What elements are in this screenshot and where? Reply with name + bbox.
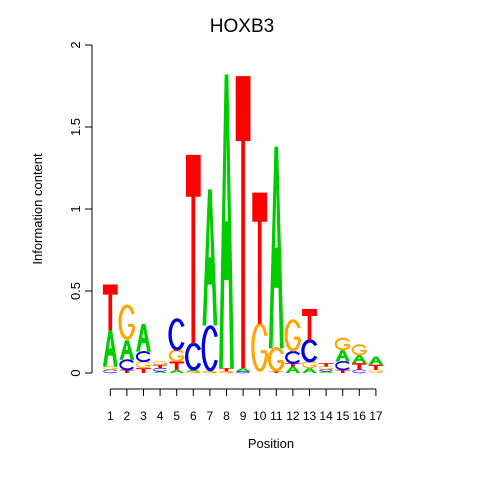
logo-letter-g: [203, 371, 217, 373]
logo-letter-a: [368, 356, 384, 365]
logo-letter-g: [103, 366, 117, 369]
logo-letter-t: [136, 368, 151, 373]
logo-letter-c: [319, 370, 332, 372]
logo-letter-g: [269, 349, 283, 370]
logo-letter-a: [351, 354, 367, 364]
logo-letter-c: [104, 370, 117, 373]
logo-letter-a: [102, 330, 118, 367]
x-tick-label: 15: [336, 409, 350, 423]
logo-letter-a: [285, 366, 301, 373]
logo-letter-c: [137, 352, 150, 361]
logo-letter-t: [119, 369, 135, 373]
logo-letter-t: [152, 364, 168, 369]
x-tick-label: 5: [173, 409, 180, 423]
logo-letter-t: [185, 154, 201, 344]
x-tick-label: 11: [270, 409, 283, 423]
logo-letter-t: [351, 363, 367, 370]
logo-letter-a: [268, 146, 284, 349]
logo-letter-t: [102, 284, 118, 331]
logo-letter-g: [220, 371, 234, 373]
logo-letter-g: [369, 370, 383, 373]
y-tick-label: 2: [68, 41, 83, 48]
y-tick-label: 0: [68, 369, 83, 376]
logo-letter-a: [219, 74, 234, 369]
logo-letter-g: [286, 321, 300, 350]
logo-letter-c: [120, 360, 133, 369]
logo-letter-c: [187, 344, 200, 368]
x-tick-label: 10: [253, 409, 267, 423]
logo-letter-c: [353, 370, 366, 373]
x-tick-label: 8: [223, 409, 230, 423]
logo-letter-g: [170, 350, 184, 361]
x-tick-label: 7: [207, 409, 214, 423]
logo-letter-t: [318, 363, 334, 367]
logo-letter-a: [302, 368, 317, 373]
x-axis-label: Position: [248, 436, 294, 451]
x-tick-label: 9: [240, 409, 247, 423]
logo-letter-g: [253, 324, 267, 370]
logo-letter-t: [252, 192, 268, 324]
logo-letter-a: [202, 189, 218, 326]
logo-letter-g: [120, 306, 134, 338]
x-tick-label: 1: [107, 409, 114, 423]
logo-letter-a: [335, 350, 351, 362]
logo-letter-t: [302, 309, 317, 341]
logo-letter-a: [119, 340, 135, 360]
x-tick-label: 3: [140, 409, 147, 423]
logo-letter-t: [169, 361, 185, 370]
x-tick-label: 17: [369, 409, 383, 423]
logo-letter-g: [303, 362, 317, 368]
logo-letter-c: [153, 368, 166, 371]
x-tick-label: 14: [319, 409, 333, 423]
x-tick-label: 4: [157, 409, 164, 423]
logo-letter-a: [169, 369, 185, 373]
logo-letters: [102, 74, 384, 373]
logo-letter-g: [153, 362, 167, 365]
x-tick-label: 16: [353, 409, 367, 423]
logo-letter-t: [268, 371, 284, 373]
y-axis-label: Information content: [30, 153, 45, 265]
logo-letter-t: [335, 369, 351, 373]
y-axis: 0 0.5 1 1.5 2: [68, 41, 93, 377]
y-tick-label: 0.5: [68, 282, 83, 300]
logo-letter-c: [203, 327, 216, 370]
y-tick-label: 1: [68, 205, 83, 212]
logo-letter-g: [352, 345, 366, 354]
logo-letter-g: [336, 339, 350, 350]
x-tick-label: 6: [190, 409, 197, 423]
logo-letter-g: [319, 366, 333, 369]
x-tick-label: 13: [303, 409, 317, 423]
logo-letter-t: [235, 76, 251, 369]
x-axis: 1 2 3 4 5 6 7 8 9 10 11 12 13 14 15 16 17: [107, 388, 383, 423]
logo-letter-g: [186, 371, 200, 373]
logo-letter-a: [235, 368, 251, 372]
logo-letter-t: [219, 368, 234, 372]
logo-letter-t: [368, 364, 384, 370]
logo-letter-c: [170, 320, 183, 349]
x-tick-label: 12: [286, 409, 300, 423]
logo-letter-c: [236, 371, 249, 373]
logo-letter-a: [136, 323, 151, 352]
logo-letter-t: [285, 363, 301, 367]
x-tick-label: 2: [124, 409, 131, 423]
y-tick-label: 1.5: [68, 118, 83, 136]
chart-title: HOXB3: [210, 16, 274, 37]
logo-letter-c: [286, 352, 299, 363]
logo-letter-c: [303, 341, 316, 361]
logo-letter-c: [336, 362, 349, 370]
